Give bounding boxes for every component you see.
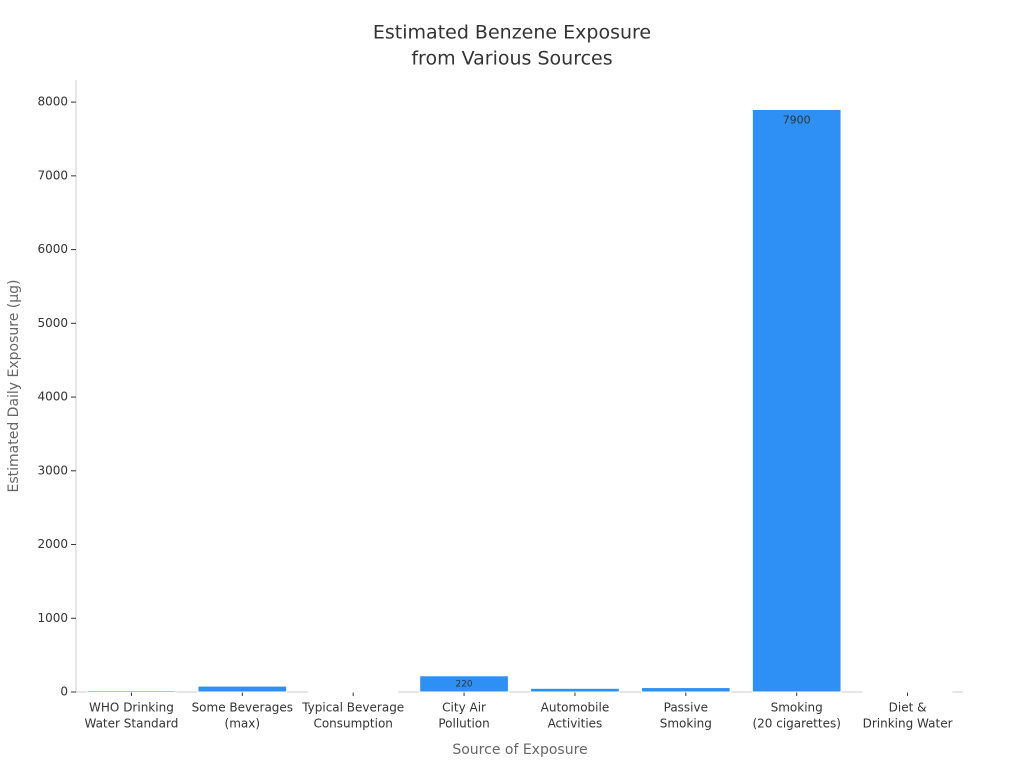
x-tick-label: Automobile (541, 701, 610, 715)
x-tick-label: WHO Drinking (89, 701, 174, 715)
x-tick-label: Pollution (438, 717, 489, 731)
x-tick-label: (20 cigarettes) (752, 717, 840, 731)
x-axis-label: Source of Exposure (452, 742, 587, 758)
y-tick-label: 5000 (37, 316, 68, 330)
x-tick-label: Smoking (660, 717, 712, 731)
x-tick-label: Water Standard (84, 717, 178, 731)
x-tick-label: Typical Beverage (301, 701, 404, 715)
x-tick-label: Drinking Water (863, 717, 953, 731)
y-tick-label: 3000 (37, 463, 68, 477)
y-tick-label: 0 (60, 685, 68, 699)
bar (640, 687, 731, 693)
x-tick-label: Diet & (889, 701, 927, 715)
x-tick-label: (max) (225, 717, 261, 731)
chart-title: from Various Sources (411, 48, 612, 70)
bar (862, 690, 953, 693)
bar (419, 675, 509, 693)
y-tick-label: 1000 (37, 611, 68, 625)
x-tick-label: Consumption (313, 717, 392, 731)
y-tick-label: 2000 (37, 537, 68, 551)
x-tick-label: Activities (548, 717, 603, 731)
x-tick-label: Some Beverages (192, 701, 293, 715)
value-label: 7900 (783, 113, 811, 126)
y-tick-label: 7000 (37, 168, 68, 182)
bar (197, 685, 288, 693)
y-tick-label: 4000 (37, 390, 68, 404)
x-tick-label: Smoking (771, 701, 823, 715)
bar (86, 690, 177, 693)
bar (751, 108, 842, 693)
chart-title: Estimated Benzene Exposure (373, 22, 651, 44)
y-axis-label: Estimated Daily Exposure (µg) (6, 279, 22, 492)
bar (308, 690, 399, 693)
value-label: 220 (455, 679, 472, 689)
y-tick-label: 8000 (37, 95, 68, 109)
bar (530, 687, 620, 693)
x-tick-label: City Air (442, 701, 486, 715)
x-tick-label: Passive (664, 701, 708, 715)
y-tick-label: 6000 (37, 242, 68, 256)
